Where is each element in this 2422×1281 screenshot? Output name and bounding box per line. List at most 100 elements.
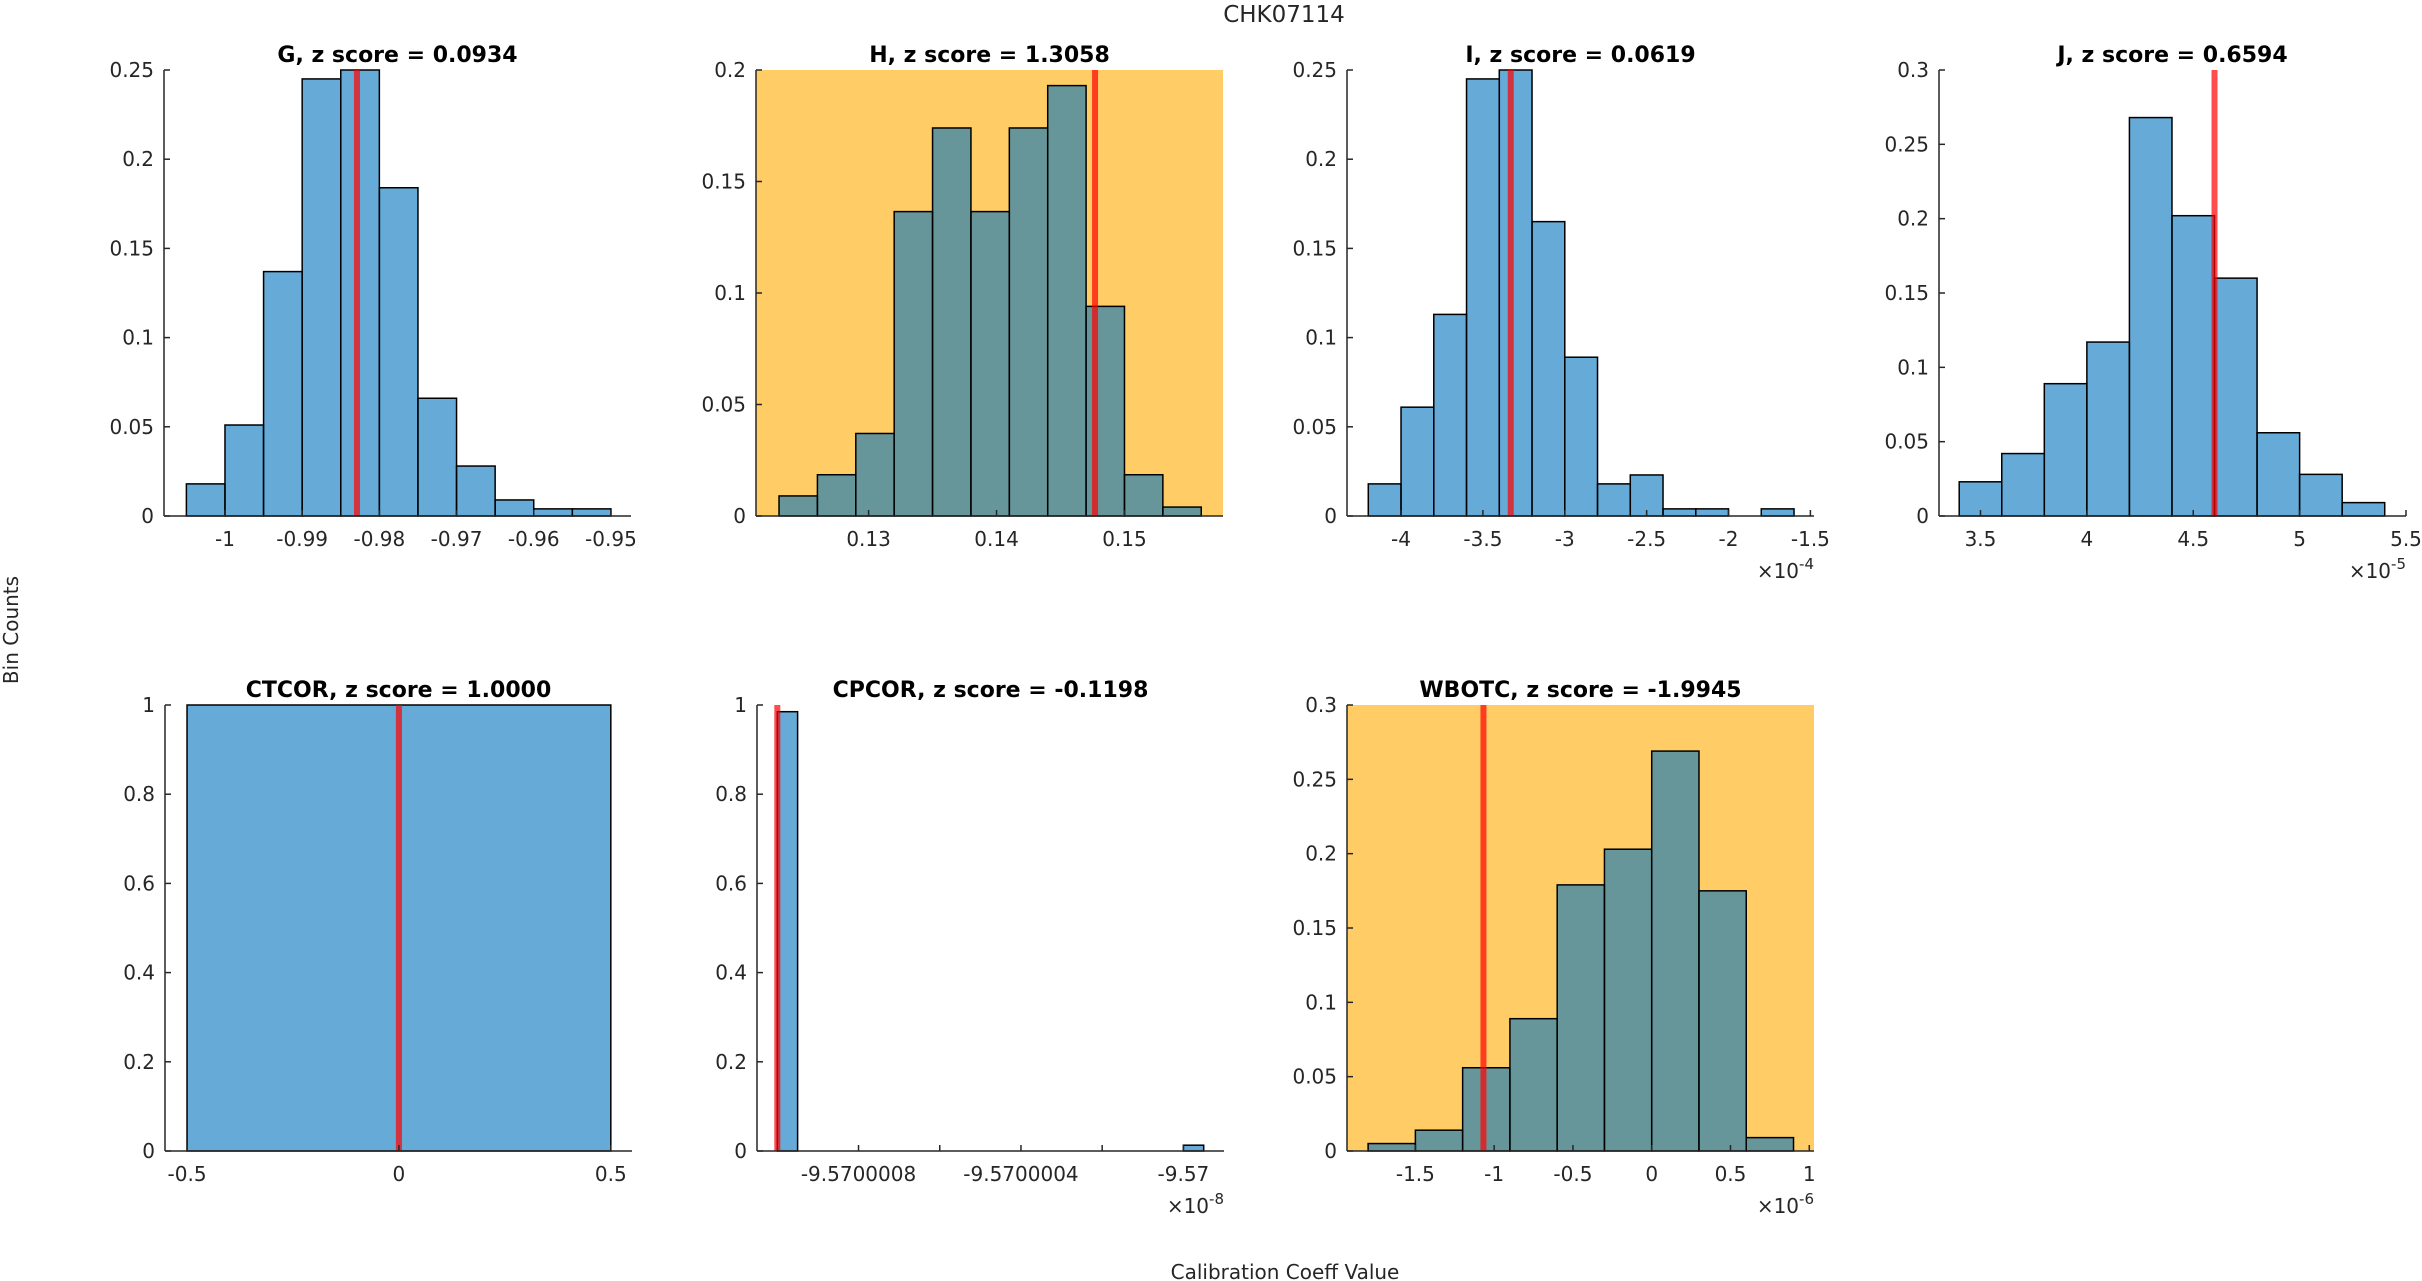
histogram-bar (2128, 116, 2173, 517)
histogram-bar (1662, 508, 1697, 517)
histogram-bar (1085, 305, 1126, 517)
histogram-bar (2213, 277, 2258, 517)
x-tick-label: 0.5 (595, 1162, 627, 1186)
histogram-bar (378, 186, 419, 517)
y-tick-label: 0.15 (701, 170, 746, 194)
histogram-bar (340, 69, 381, 517)
y-tick-label: 0.05 (1884, 430, 1929, 454)
x-tick-label: -3 (1555, 527, 1575, 551)
y-tick-label: 1 (142, 693, 155, 717)
histogram-bar (1603, 848, 1653, 1152)
x-tick-label: -2 (1719, 527, 1739, 551)
y-tick-label: 0.8 (715, 782, 747, 806)
subplot-title: I, z score = 0.0619 (1465, 43, 1695, 68)
histogram-bar (262, 270, 303, 517)
x-tick-label: 3.5 (1965, 527, 1997, 551)
y-tick-label: 0.2 (1897, 207, 1929, 231)
histogram-bar (816, 473, 857, 517)
y-tick-label: 0.05 (701, 393, 746, 417)
figure-title: CHK07114 (1223, 2, 1345, 28)
x-exponent-label: ×10-4 (1757, 555, 1814, 583)
x-tick-label: -3.5 (1463, 527, 1502, 551)
histogram-bar (1760, 508, 1795, 517)
y-tick-label: 0 (142, 1139, 155, 1163)
x-tick-label: -1 (1484, 1162, 1504, 1186)
histogram-bar (224, 424, 265, 517)
histogram-bar (1698, 890, 1748, 1152)
x-tick-label: -2.5 (1627, 527, 1666, 551)
histogram-bar (776, 710, 799, 1152)
histogram-bar (2086, 341, 2131, 517)
x-tick-label: 0.5 (1715, 1162, 1747, 1186)
histogram-bar (1046, 84, 1087, 517)
y-tick-label: 0.6 (715, 871, 747, 895)
histogram-bar (455, 465, 496, 517)
y-tick-label: 0.8 (123, 782, 155, 806)
y-tick-label: 0 (734, 1139, 747, 1163)
histogram-bar (2171, 214, 2216, 517)
histogram-bar (1556, 884, 1606, 1152)
subplot-2: 0 0.05 0.1 0.15 0.2 0.13 0.14 0.15 H, z score = … (701, 43, 1223, 551)
histogram-bar (1596, 483, 1632, 517)
y-tick-label: 0.05 (1292, 415, 1337, 439)
y-tick-label: 0.05 (1292, 1065, 1337, 1089)
subplot-title: J, z score = 0.6594 (2055, 43, 2287, 68)
x-tick-label: 0.14 (974, 527, 1019, 551)
x-tick-label: -1.5 (1396, 1162, 1435, 1186)
histogram-bar (1509, 1017, 1558, 1152)
x-tick-label: -0.5 (1553, 1162, 1592, 1186)
x-tick-label: -9.5700008 (801, 1162, 916, 1186)
x-tick-label: 4 (2080, 527, 2093, 551)
subplot-title: WBOTC, z score = -1.9945 (1419, 678, 1741, 703)
histogram-bar (1400, 406, 1435, 517)
y-tick-label: 0.4 (715, 961, 747, 985)
y-tick-label: 0.3 (1897, 58, 1929, 82)
x-tick-label: -0.95 (585, 527, 637, 551)
histogram-bar (494, 499, 535, 517)
histogram-bar (532, 508, 574, 517)
subplot-1: 0 0.05 0.1 0.15 0.2 0.25 -1 -0.99 -0.98 -0.97 -0.9… (109, 43, 636, 551)
x-tick-label: -9.57 (1158, 1162, 1210, 1186)
subplot-5: 0 0.2 0.4 0.6 0.8 1 -0.5 0 0.5 CTCOR, z score = 1… (123, 678, 632, 1186)
x-tick-label: 0.13 (846, 527, 891, 551)
x-tick-label: 0 (1645, 1162, 1658, 1186)
x-tick-label: -0.98 (353, 527, 405, 551)
y-tick-label: 0.15 (109, 236, 154, 260)
x-tick-label: 4.5 (2177, 527, 2209, 551)
y-tick-label: 0.2 (122, 147, 154, 171)
y-tick-label: 0 (1324, 1139, 1337, 1163)
y-tick-label: 0.1 (714, 281, 746, 305)
x-exponent-label: ×10-6 (1757, 1190, 1814, 1218)
histogram-bar (1182, 1144, 1205, 1152)
y-tick-label: 0.4 (123, 961, 155, 985)
subplot-title: CTCOR, z score = 1.0000 (246, 678, 552, 703)
y-tick-label: 0 (141, 504, 154, 528)
y-tick-label: 1 (734, 693, 747, 717)
y-tick-label: 0.3 (1305, 693, 1337, 717)
y-tick-label: 0.25 (1292, 767, 1337, 791)
x-tick-label: -0.97 (431, 527, 483, 551)
histogram-bar (1123, 473, 1164, 517)
y-tick-label: 0.25 (109, 58, 154, 82)
histogram-bar (1465, 78, 1501, 517)
histogram-bar (1695, 508, 1730, 517)
subplot-3: 0 0.05 0.1 0.15 0.2 0.25 -4 -3.5 -3 -2.5 -2 -1.5 ×10… (1292, 43, 1829, 583)
y-axis-label: Bin Counts (0, 576, 23, 684)
y-tick-label: 0 (733, 504, 746, 528)
y-tick-label: 0.2 (1305, 842, 1337, 866)
y-tick-label: 0.2 (715, 1050, 747, 1074)
x-tick-label: -1 (215, 527, 235, 551)
subplot-title: G, z score = 0.0934 (277, 43, 517, 68)
subplot-title: H, z score = 1.3058 (869, 43, 1110, 68)
y-tick-label: 0.1 (1305, 326, 1337, 350)
subplot-grid: 0 0.05 0.1 0.15 0.2 0.25 -1 -0.99 -0.98 -0.97 -0.9… (109, 43, 2421, 1218)
y-tick-label: 0.05 (109, 415, 154, 439)
histogram-bar (1367, 1142, 1417, 1152)
histogram-bar (417, 397, 458, 517)
y-tick-label: 0.2 (714, 58, 746, 82)
x-exponent-label: ×10-5 (2349, 555, 2406, 583)
histogram-bar (571, 508, 612, 517)
x-tick-label: -0.99 (276, 527, 328, 551)
histogram-bar (2001, 452, 2046, 517)
